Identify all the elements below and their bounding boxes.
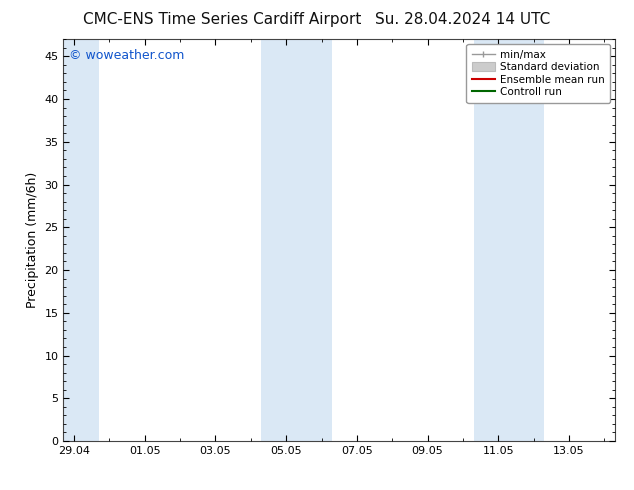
- Y-axis label: Precipitation (mm/6h): Precipitation (mm/6h): [26, 172, 39, 308]
- Text: CMC-ENS Time Series Cardiff Airport: CMC-ENS Time Series Cardiff Airport: [82, 12, 361, 27]
- Text: Su. 28.04.2024 14 UTC: Su. 28.04.2024 14 UTC: [375, 12, 550, 27]
- Bar: [63, 39, 99, 441]
- Bar: [261, 39, 332, 441]
- Text: © woweather.com: © woweather.com: [69, 49, 184, 62]
- Bar: [474, 39, 544, 441]
- Legend: min/max, Standard deviation, Ensemble mean run, Controll run: min/max, Standard deviation, Ensemble me…: [467, 45, 610, 102]
